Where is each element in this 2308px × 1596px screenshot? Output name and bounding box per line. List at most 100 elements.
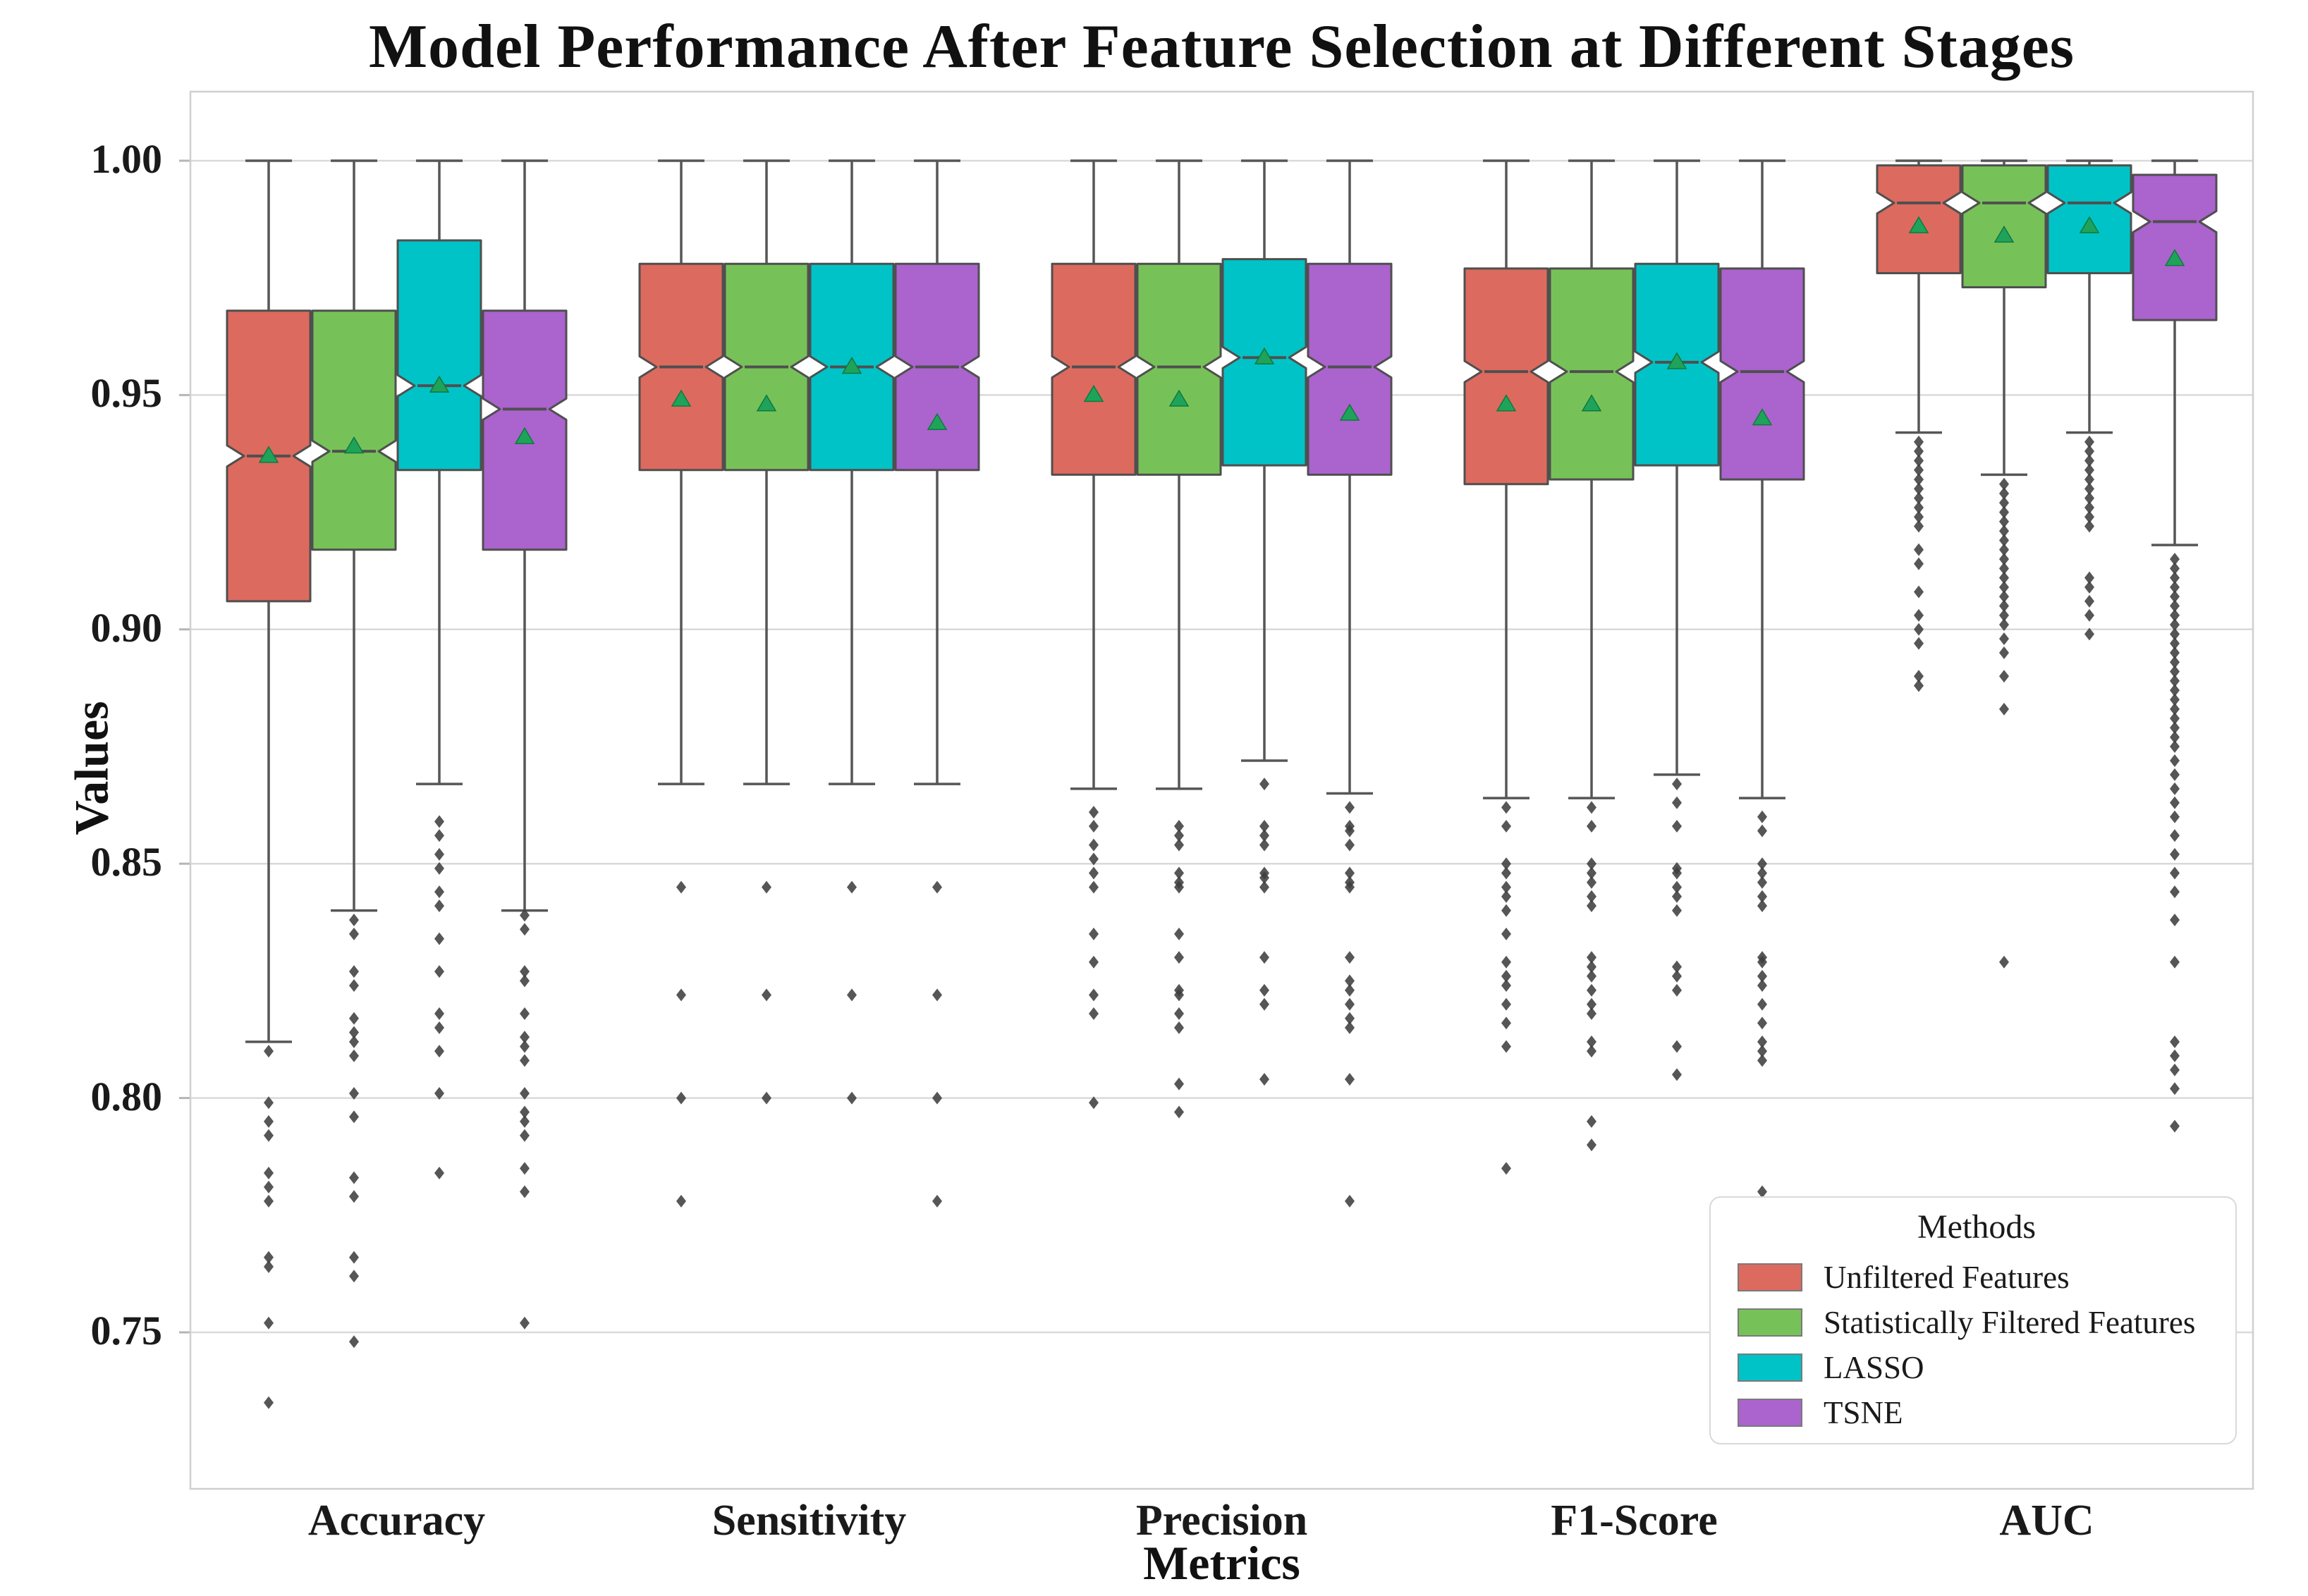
outlier-point (2170, 847, 2180, 861)
outlier-point (2170, 955, 2180, 969)
legend-swatch-icon (1738, 1353, 1802, 1382)
outlier-point (2170, 627, 2180, 641)
outlier-point (2084, 571, 2094, 584)
outlier-point (1757, 876, 1767, 889)
outlier-point (1587, 900, 1596, 913)
outlier-point (1672, 866, 1682, 880)
outlier-point (1501, 955, 1511, 969)
outlier-point (349, 1049, 359, 1062)
outlier-point (762, 880, 771, 894)
outlier-point (1757, 857, 1767, 871)
outlier-point (1672, 778, 1682, 791)
outlier-point (1914, 585, 1924, 598)
y-tick-label: 0.80 (90, 1073, 163, 1119)
outlier-point (1089, 806, 1099, 819)
outlier-point (1345, 983, 1355, 997)
outlier-point (1174, 951, 1184, 964)
outlier-point (1757, 1035, 1767, 1048)
outlier-point (1999, 496, 2009, 510)
mean-marker (841, 357, 862, 374)
outlier-point (1587, 866, 1596, 880)
outlier-point (1757, 1045, 1767, 1058)
mean-marker (1993, 225, 2015, 243)
outlier-point (1089, 1007, 1099, 1020)
outlier-point (1089, 852, 1099, 866)
outlier-point (1174, 927, 1184, 940)
outlier-point (349, 979, 359, 993)
outlier-point (1672, 880, 1682, 894)
outlier-point (1174, 880, 1184, 894)
outlier-point (1587, 951, 1596, 964)
outlier-point (2084, 608, 2094, 622)
outlier-point (434, 861, 444, 875)
outlier-point (264, 1166, 274, 1179)
outlier-point (520, 1185, 530, 1198)
box-unfiltered-features (1051, 262, 1137, 476)
outlier-point (434, 847, 444, 861)
outlier-point (1914, 520, 1924, 533)
outlier-point (434, 932, 444, 945)
outlier-point (1587, 1138, 1596, 1152)
y-tick-label: 0.75 (90, 1308, 163, 1353)
legend-row: TSNE (1738, 1390, 2216, 1435)
outlier-point (1914, 463, 1924, 477)
outlier-point (2170, 1063, 2180, 1076)
outlier-point (1174, 1007, 1184, 1020)
mean-marker (258, 446, 279, 463)
y-tick-label: 1.00 (90, 136, 163, 182)
outlier-point (349, 1012, 359, 1025)
outlier-point (932, 1194, 942, 1208)
outlier-point (1672, 960, 1682, 974)
outlier-point (676, 1194, 686, 1208)
outlier-point (1259, 838, 1269, 852)
outlier-point (520, 1162, 530, 1175)
outlier-point (932, 880, 942, 894)
box-tsne (2132, 173, 2218, 321)
outlier-point (2170, 810, 2180, 823)
x-tick-label: Precision (1135, 1497, 1308, 1545)
outlier-point (2170, 684, 2180, 697)
outlier-point (1501, 857, 1511, 871)
box-lasso (396, 239, 482, 472)
outlier-point (1345, 824, 1355, 837)
outlier-point (1345, 974, 1355, 988)
outlier-point (264, 1180, 274, 1193)
outlier-point (349, 1086, 359, 1100)
outlier-point (1501, 927, 1511, 940)
outlier-point (2170, 1119, 2180, 1133)
outlier-point (1999, 702, 2009, 716)
outlier-point (349, 913, 359, 926)
outlier-point (1345, 1021, 1355, 1034)
legend-row: Statistically Filtered Features (1738, 1300, 2216, 1345)
plot-border (189, 90, 2254, 1490)
outlier-point (264, 1396, 274, 1409)
outlier-point (676, 988, 686, 1002)
outlier-point (349, 1335, 359, 1349)
outlier-point (1914, 491, 1924, 505)
outlier-point (434, 1007, 444, 1020)
outlier-point (520, 974, 530, 988)
outlier-point (1757, 998, 1767, 1011)
box-unfiltered-features (1463, 267, 1549, 486)
legend-swatch-icon (1738, 1308, 1802, 1337)
outlier-point (520, 1031, 530, 1044)
outlier-point (2084, 510, 2094, 524)
outlier-point (520, 1040, 530, 1053)
outlier-point (264, 1045, 274, 1058)
x-axis-label: Metrics (1143, 1536, 1300, 1590)
outlier-point (2170, 866, 2180, 880)
outlier-point (1999, 515, 2009, 528)
outlier-point (2170, 782, 2180, 795)
outlier-point (1757, 1017, 1767, 1030)
outlier-point (520, 1115, 530, 1128)
outlier-point (1501, 866, 1511, 880)
outlier-point (1174, 1105, 1184, 1119)
outlier-point (1999, 562, 2009, 575)
outlier-point (1089, 927, 1099, 940)
outlier-point (1089, 866, 1099, 880)
box-statistically-filtered-features (1549, 267, 1635, 481)
mean-marker (1254, 347, 1275, 364)
mean-marker (1666, 352, 1687, 369)
outlier-point (2170, 740, 2180, 753)
outlier-point (1089, 820, 1099, 833)
